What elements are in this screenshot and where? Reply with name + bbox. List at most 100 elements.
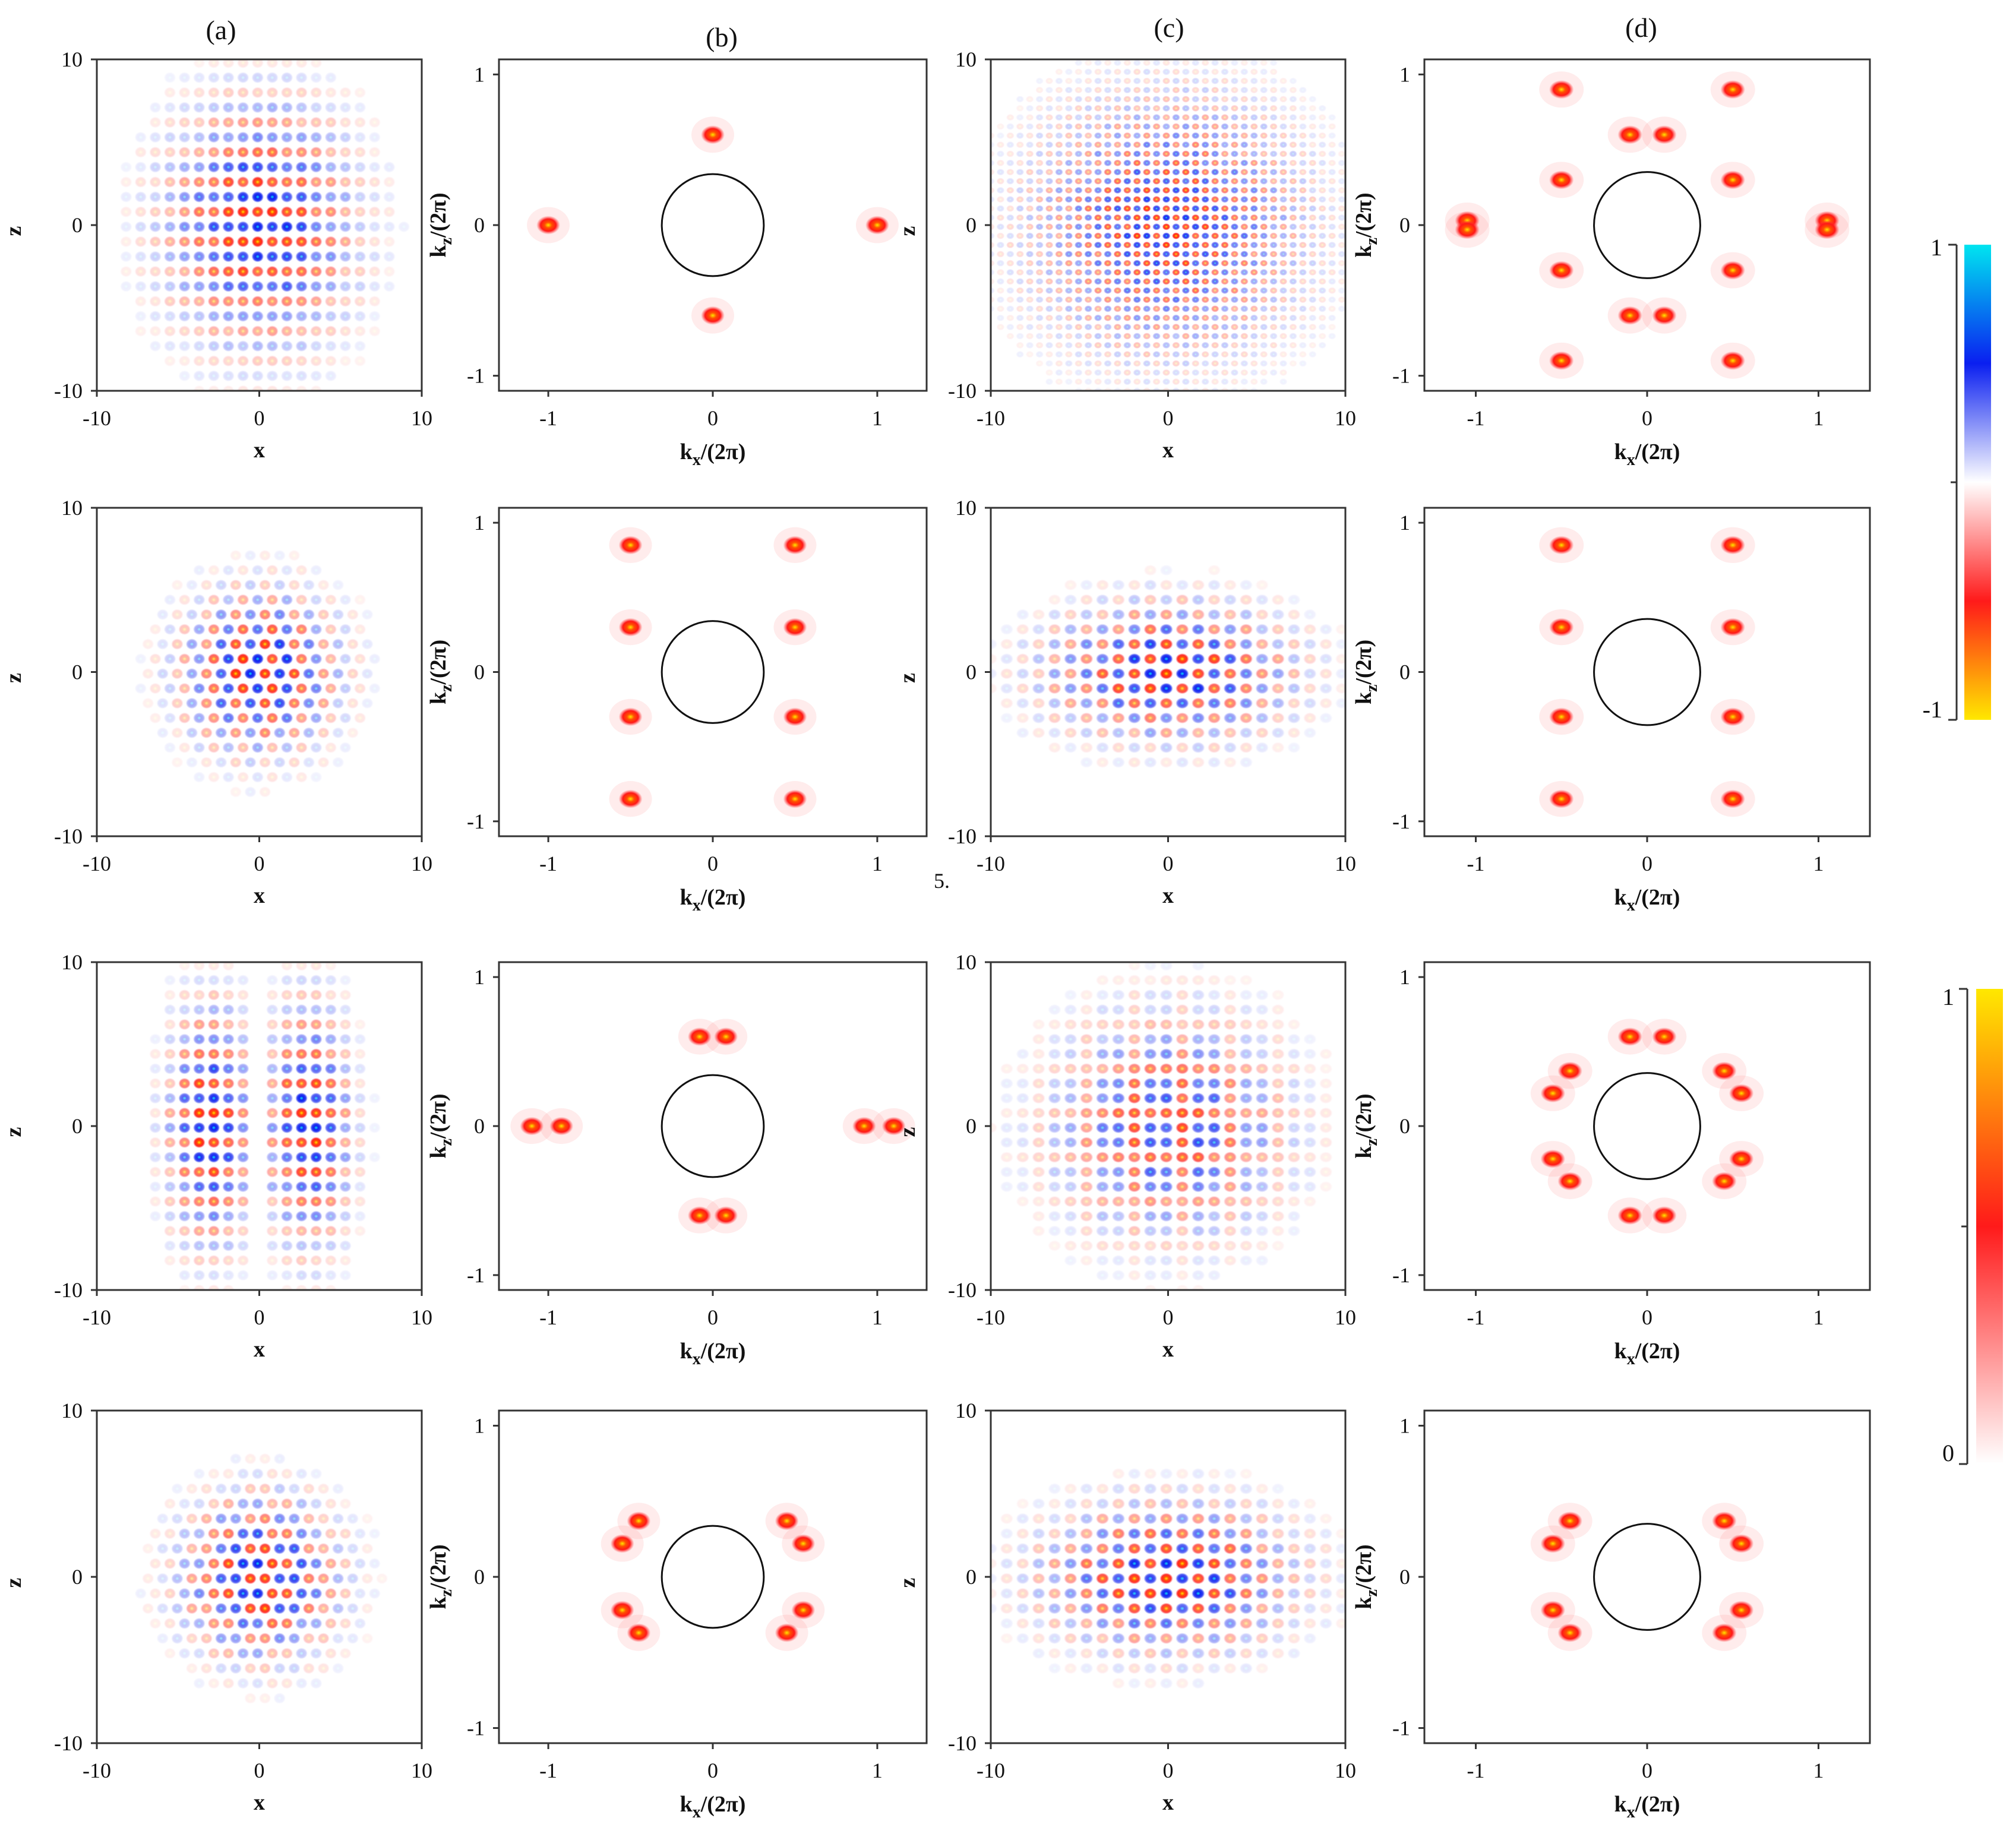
- lattice-spot: [1064, 195, 1073, 203]
- lattice-spot: [258, 1692, 271, 1704]
- lattice-spot: [1113, 141, 1122, 148]
- lattice-spot: [1159, 1166, 1173, 1178]
- lattice-spot: [1269, 132, 1278, 140]
- lattice-spot: [192, 1558, 206, 1570]
- lattice-spot: [1094, 123, 1102, 130]
- lattice-spot: [1048, 1181, 1061, 1193]
- lattice-spot: [266, 1648, 279, 1659]
- lattice-spot: [1000, 1166, 1014, 1178]
- lattice-spot: [1287, 1617, 1301, 1629]
- lattice-spot: [273, 1573, 286, 1585]
- lattice-spot: [1303, 1498, 1317, 1510]
- lattice-spot: [1269, 113, 1278, 121]
- lattice-spot: [287, 549, 301, 561]
- lattice-spot: [207, 251, 220, 263]
- lattice-spot: [1094, 178, 1102, 185]
- lattice-spot: [1095, 1181, 1110, 1193]
- lattice-spot: [1287, 712, 1301, 724]
- lattice-spot: [1032, 1107, 1045, 1119]
- lattice-spot: [295, 1528, 308, 1539]
- lattice-spot: [1045, 141, 1054, 148]
- lattice-spot: [222, 1558, 235, 1570]
- lattice-spot: [1298, 195, 1307, 203]
- lattice-spot: [222, 1122, 235, 1134]
- lattice-spot: [1142, 178, 1151, 185]
- lattice-spot: [1162, 105, 1171, 112]
- lattice-spot: [1172, 333, 1180, 340]
- lattice-spot: [141, 1542, 154, 1554]
- lattice-spot: [1133, 241, 1142, 249]
- lattice-spot: [280, 682, 293, 694]
- lattice-spot: [280, 251, 293, 263]
- lattice-spot: [244, 1662, 257, 1674]
- lattice-spot: [996, 232, 1005, 239]
- lattice-spot: [1162, 296, 1171, 303]
- panel-3d-plot: [1530, 1019, 1764, 1234]
- lattice-spot: [1318, 113, 1327, 121]
- lattice-spot: [1201, 150, 1210, 157]
- lattice-spot: [309, 1019, 323, 1030]
- y-tick-label: -10: [948, 1731, 977, 1755]
- lattice-spot: [1055, 287, 1063, 295]
- lattice-spot: [266, 1498, 279, 1510]
- lattice-spot: [1172, 350, 1180, 358]
- lattice-spot: [149, 221, 162, 233]
- lattice-spot: [222, 682, 235, 694]
- lattice-spot: [1230, 260, 1239, 267]
- lattice-spot: [1113, 68, 1122, 75]
- lattice-spot: [1095, 1240, 1110, 1251]
- lattice-spot: [222, 772, 235, 783]
- lattice-spot: [353, 355, 366, 367]
- y-tick-label: 1: [474, 511, 485, 535]
- lattice-spot: [287, 1662, 301, 1674]
- lattice-spot: [149, 1048, 162, 1060]
- lattice-spot: [339, 1210, 352, 1222]
- lattice-spot: [1172, 86, 1180, 94]
- lattice-spot: [280, 1528, 293, 1539]
- lattice-spot: [1240, 369, 1249, 377]
- momentum-peak: [1549, 536, 1574, 555]
- lattice-spot: [1104, 77, 1112, 85]
- lattice-spot: [280, 1677, 293, 1689]
- lattice-spot: [1240, 232, 1249, 239]
- lattice-spot: [1127, 974, 1142, 986]
- lattice-spot: [1239, 727, 1253, 739]
- lattice-spot: [1143, 1468, 1157, 1479]
- lattice-spot: [1162, 268, 1171, 276]
- lattice-spot: [996, 314, 1005, 322]
- lattice-spot: [1303, 1542, 1317, 1554]
- lattice-spot: [1143, 638, 1157, 650]
- lattice-spot: [192, 131, 206, 143]
- lattice-spot: [1159, 1468, 1173, 1479]
- lattice-spot: [266, 116, 279, 128]
- lattice-spot: [1221, 86, 1229, 94]
- lattice-spot: [1259, 68, 1268, 75]
- lattice-spot: [295, 1107, 308, 1119]
- lattice-spot: [295, 1254, 308, 1266]
- lattice-spot: [1032, 1181, 1045, 1193]
- lattice-spot: [324, 1122, 337, 1134]
- lattice-spot: [266, 1063, 279, 1074]
- lattice-spot: [149, 131, 162, 143]
- momentum-peak: [610, 1601, 634, 1620]
- lattice-spot: [280, 221, 293, 233]
- lattice-spot: [207, 682, 220, 694]
- lattice-spot: [1269, 195, 1278, 203]
- lattice-spot: [266, 772, 279, 783]
- panel-frame: [498, 507, 928, 837]
- lattice-spot: [1303, 624, 1317, 635]
- lattice-spot: [1176, 1152, 1189, 1163]
- lattice-spot: [1308, 113, 1317, 121]
- lattice-spot: [1335, 682, 1345, 694]
- lattice-spot: [251, 87, 264, 99]
- lattice-spot: [1240, 305, 1249, 312]
- lattice-spot: [1094, 241, 1102, 249]
- lattice-spot: [1338, 232, 1345, 239]
- lattice-spot: [178, 624, 191, 635]
- lattice-spot: [1318, 186, 1327, 194]
- lattice-spot: [1255, 1483, 1269, 1495]
- lattice-spot: [273, 668, 286, 679]
- lattice-spot: [1240, 168, 1249, 176]
- lattice-spot: [1035, 268, 1044, 276]
- lattice-spot: [324, 1588, 337, 1599]
